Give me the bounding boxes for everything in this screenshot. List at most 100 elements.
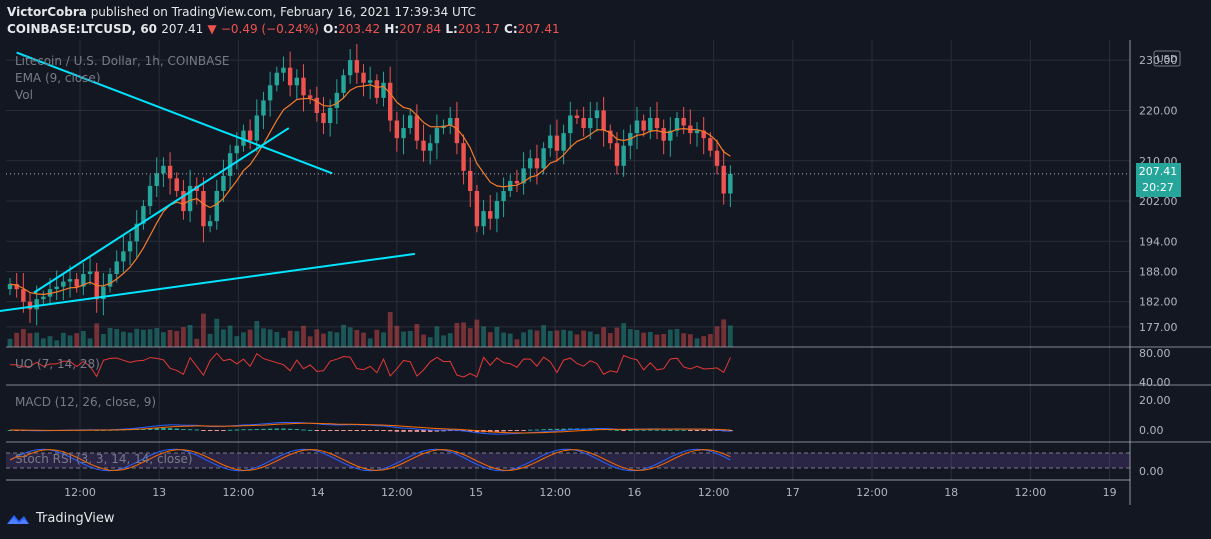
volume-bar: [481, 326, 486, 347]
macd-histogram-bar: [207, 430, 213, 431]
volume-bar: [447, 333, 453, 347]
volume-bar: [674, 329, 680, 347]
candle-body: [101, 286, 106, 300]
candle-body: [21, 289, 26, 302]
candle-body: [381, 82, 386, 98]
volume-bar: [394, 325, 400, 347]
volume-bar: [181, 327, 186, 347]
candle-body: [728, 173, 733, 194]
volume-bar: [587, 331, 593, 347]
candle-body: [401, 128, 406, 139]
candle-body: [668, 130, 673, 141]
macd-histogram-bar: [414, 430, 420, 432]
macd-histogram-bar: [694, 430, 700, 431]
macd-histogram-bar: [254, 429, 259, 431]
uo-line: [9, 352, 731, 378]
candle-body: [7, 284, 13, 290]
time-tick-label: 12:00: [856, 486, 888, 499]
candle-body: [301, 77, 306, 96]
time-tick-label: 12:00: [223, 486, 255, 499]
candle-body: [314, 97, 320, 113]
macd-histogram-bar: [648, 429, 653, 431]
volume-bar: [687, 334, 693, 347]
uo-tick-40: 40.00: [1139, 376, 1171, 389]
volume-bar: [107, 328, 113, 347]
trendline[interactable]: [16, 51, 333, 175]
volume-bar: [414, 324, 420, 347]
volume-bar: [387, 312, 393, 347]
macd-histogram-bar: [528, 429, 533, 431]
currency-badge[interactable]: [1153, 50, 1181, 67]
volume-bar: [634, 330, 640, 347]
macd-histogram-bar: [241, 429, 246, 431]
macd-histogram-bar: [327, 430, 333, 431]
candle-body: [214, 190, 219, 222]
macd-histogram-bar: [347, 430, 353, 431]
candle-body: [227, 153, 233, 176]
macd-histogram-bar: [321, 430, 326, 431]
volume-bar: [367, 338, 373, 347]
trendlines[interactable]: [0, 51, 416, 330]
tradingview-footer[interactable]: TradingView: [6, 511, 115, 526]
volume-bar: [127, 332, 133, 347]
candle-body: [247, 130, 253, 141]
symbol-name[interactable]: COINBASE:LTCUSD, 60: [7, 22, 158, 36]
macd-histogram-bar: [614, 429, 620, 431]
candle-body: [714, 150, 720, 166]
macd-histogram-bar: [494, 430, 500, 432]
macd-histogram-bar: [307, 429, 313, 431]
candle-body: [81, 274, 86, 287]
candle-body: [267, 85, 273, 101]
macd-tick-20: 20.00: [1139, 394, 1171, 407]
candle-body: [367, 80, 373, 83]
publisher-name[interactable]: VictorCobra: [7, 5, 87, 19]
macd-histogram-bar: [654, 429, 660, 431]
volume-bar: [521, 332, 526, 347]
time-axis[interactable]: 12:00 13 12:00 14 12:00 15 12:00 16 12:00 17 12:00…: [64, 486, 1116, 499]
volume-bar: [7, 338, 13, 347]
macd-histogram-bar: [301, 429, 306, 431]
candle-body: [414, 115, 420, 141]
volume-bar: [40, 338, 46, 347]
change-arrow-icon: ▼: [207, 22, 217, 36]
volume-bar: [47, 336, 53, 347]
volume-bar: [254, 321, 260, 347]
candle-body: [294, 77, 300, 86]
candle-body: [234, 145, 239, 154]
macd-histogram-bar: [428, 430, 433, 432]
candle-body: [141, 206, 146, 224]
candle-body: [327, 107, 333, 124]
volume-bar: [321, 333, 326, 347]
volume-bar: [301, 325, 306, 347]
volume-bar: [454, 323, 460, 347]
price-tick-label: 182.00: [1139, 296, 1178, 309]
volume-bar: [187, 325, 193, 347]
candle-body: [41, 296, 46, 300]
close-value: 207.41: [517, 22, 560, 36]
time-tick-label: 19: [1103, 486, 1117, 499]
volume-bar: [627, 329, 633, 347]
macd-histogram-bar: [387, 430, 393, 432]
candle-body: [528, 158, 533, 169]
volume-bar: [247, 329, 253, 347]
macd-histogram-bar: [541, 429, 546, 431]
candle-body: [561, 133, 566, 151]
macd-histogram-bar: [274, 428, 279, 430]
volume-bar: [141, 329, 146, 347]
time-tick-label: 12:00: [64, 486, 96, 499]
price-tick-label: 188.00: [1139, 266, 1178, 279]
candle-body: [14, 284, 19, 290]
volume-bar: [334, 332, 340, 347]
volume-bar: [274, 332, 280, 347]
macd-histogram-bar: [521, 430, 526, 431]
candle-body: [221, 175, 226, 191]
volume-bar: [74, 333, 80, 347]
price-badge-value: 207.41: [1139, 165, 1178, 178]
volume-bar: [547, 331, 553, 347]
volume-bar: [287, 330, 293, 347]
chart-canvas[interactable]: UO (7, 14, 28) MACD (12, 26, close, 9) S…: [0, 40, 1211, 505]
trendline[interactable]: [33, 127, 290, 294]
pane-separators[interactable]: [6, 346, 1211, 443]
stoch-d-line: [9, 449, 731, 471]
trendline[interactable]: [0, 252, 416, 329]
